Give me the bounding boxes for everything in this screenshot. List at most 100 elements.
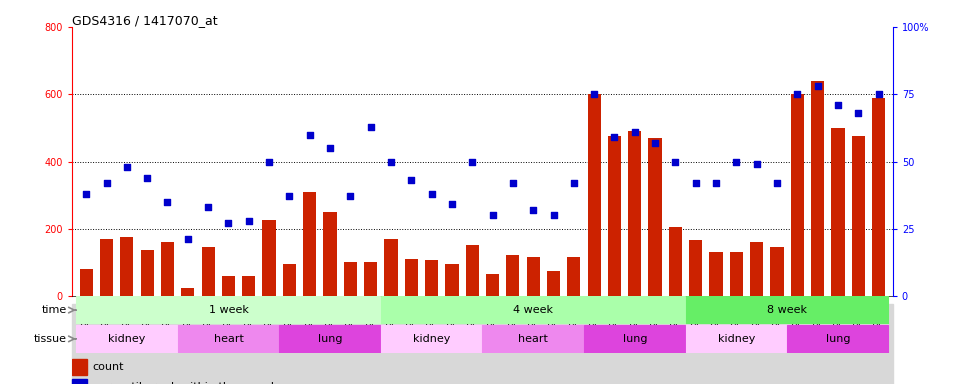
Text: heart: heart [213,334,244,344]
Point [810,83,826,89]
Point [424,190,440,197]
Text: lung: lung [826,334,851,344]
Point [627,129,642,135]
Bar [483,325,584,353]
Bar [80,269,93,296]
Text: 8 week: 8 week [767,305,807,315]
Point [566,180,582,186]
Bar [628,131,641,296]
Point [444,201,460,207]
Bar [76,325,177,353]
Point [769,180,784,186]
Point [465,159,480,165]
Point [505,180,520,186]
Bar [811,81,825,296]
Text: time: time [42,305,67,315]
Bar [689,240,703,296]
Bar [685,296,888,324]
Point [668,159,684,165]
Bar [140,250,154,296]
Bar [445,264,459,296]
Text: tissue: tissue [35,334,67,344]
Point [729,159,744,165]
Point [546,212,562,218]
Bar [72,359,86,375]
Bar [547,270,560,296]
Point [99,180,114,186]
Bar [770,247,783,296]
Bar [685,325,786,353]
Bar [567,257,581,296]
Text: kidney: kidney [718,334,756,344]
Point [159,199,175,205]
Bar [262,220,276,296]
Bar [161,242,174,296]
Bar [381,296,684,324]
Bar [588,94,601,296]
Point [790,91,805,98]
Bar [178,325,278,353]
Bar [405,259,418,296]
Text: 4 week: 4 week [514,305,553,315]
Point [587,91,602,98]
Bar [527,257,540,296]
Point [525,207,540,213]
Bar [730,252,743,296]
Point [302,132,318,138]
Point [323,145,338,151]
Point [201,204,216,210]
Point [871,91,886,98]
Point [688,180,704,186]
Bar [100,239,113,296]
Bar [364,262,377,296]
Bar [202,247,215,296]
Point [281,193,297,199]
Point [485,212,500,218]
Text: kidney: kidney [108,334,146,344]
Text: GDS4316 / 1417070_at: GDS4316 / 1417070_at [72,14,218,27]
Bar [324,212,337,296]
Bar [486,274,499,296]
Bar [872,98,885,296]
Bar [750,242,763,296]
Bar [466,245,479,296]
Text: heart: heart [518,334,548,344]
Text: percentile rank within the sample: percentile rank within the sample [92,382,280,384]
Bar [181,288,195,296]
Point [221,220,236,226]
Point [343,193,358,199]
Point [647,140,662,146]
Bar [584,325,684,353]
Point [851,110,866,116]
Point [749,161,764,167]
Bar [72,379,86,384]
Text: lung: lung [622,334,647,344]
Point [261,159,276,165]
Bar [709,252,723,296]
Point [79,190,94,197]
Text: 1 week: 1 week [208,305,249,315]
Bar [425,260,438,296]
Bar [72,304,893,384]
Point [708,180,724,186]
Bar [279,325,380,353]
Point [363,124,378,130]
Bar [787,325,888,353]
Bar [76,296,380,324]
Point [119,164,134,170]
Point [403,177,419,184]
Bar [649,138,661,296]
Bar [344,262,357,296]
Point [830,102,846,108]
Bar [852,136,865,296]
Bar [669,227,682,296]
Bar [506,255,519,296]
Point [180,236,196,242]
Point [607,134,622,141]
Bar [831,128,845,296]
Point [383,159,398,165]
Bar [791,94,804,296]
Text: count: count [92,362,124,372]
Text: kidney: kidney [413,334,450,344]
Bar [303,192,316,296]
